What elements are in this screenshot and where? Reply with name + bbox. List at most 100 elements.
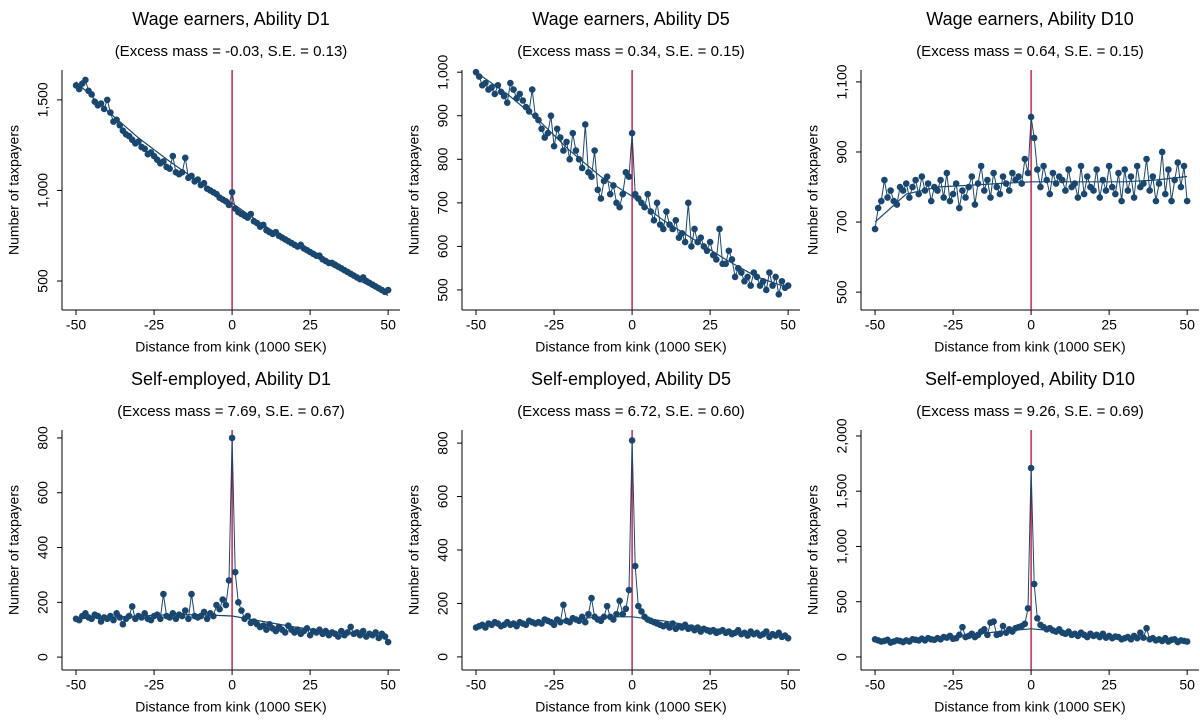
data-point	[1115, 169, 1122, 177]
data-point	[135, 138, 142, 145]
panel-subtitle: (Excess mass = 7.69, S.E. = 0.67)	[117, 403, 345, 420]
data-point	[874, 204, 882, 212]
y-tick-label: 1,000	[35, 173, 51, 208]
data-point	[581, 121, 589, 128]
data-point	[1090, 187, 1097, 194]
data-point	[231, 568, 239, 576]
data-point	[1034, 614, 1041, 622]
data-point	[75, 85, 83, 93]
data-point	[625, 586, 633, 594]
y-tick-label: 700	[834, 210, 850, 234]
data-point	[500, 92, 508, 100]
data-point	[528, 86, 536, 93]
data-point	[1046, 190, 1054, 198]
data-point	[160, 158, 167, 165]
data-point	[228, 188, 236, 196]
data-point	[553, 125, 561, 133]
data-point	[200, 179, 208, 187]
data-point	[169, 152, 177, 160]
data-point	[572, 147, 580, 154]
y-tick-label: 0	[35, 653, 51, 661]
panel-title: Self-employed, Ability D5	[531, 369, 731, 389]
data-point	[924, 180, 932, 187]
data-point	[762, 286, 770, 294]
data-point	[616, 203, 623, 211]
y-tick-label: 1,100	[834, 64, 850, 99]
data-point	[210, 612, 217, 620]
data-point	[585, 610, 592, 618]
data-point	[778, 277, 786, 285]
x-tick-label: 50	[1179, 317, 1195, 333]
data-point	[1080, 190, 1088, 198]
x-axis-label: Distance from kink (1000 SEK)	[934, 699, 1125, 715]
fit-line	[475, 616, 789, 637]
data-point	[488, 84, 495, 91]
data-point	[628, 129, 636, 137]
data-point	[681, 238, 689, 246]
x-tick-label: 25	[1101, 677, 1117, 693]
data-point	[684, 199, 692, 207]
data-point	[119, 620, 127, 628]
data-point	[871, 225, 879, 233]
x-axis-label: Distance from kink (1000 SEK)	[934, 339, 1125, 355]
data-point	[1121, 166, 1129, 173]
data-point	[1158, 148, 1166, 156]
data-point	[899, 187, 907, 194]
data-point	[606, 190, 614, 198]
x-tick-label: 0	[628, 317, 636, 333]
data-point	[635, 602, 642, 610]
y-tick-label: 800	[35, 426, 51, 450]
y-tick-label: 900	[834, 140, 850, 164]
data-point	[628, 437, 636, 444]
data-point	[962, 194, 969, 201]
data-point	[990, 618, 997, 625]
data-point	[902, 180, 910, 187]
data-point	[519, 97, 527, 104]
data-point	[157, 615, 164, 623]
data-point	[660, 225, 667, 233]
data-point	[1127, 173, 1135, 180]
y-tick-label: 800	[435, 147, 451, 171]
data-point	[1174, 159, 1182, 166]
data-point	[1021, 620, 1029, 628]
data-point	[946, 197, 954, 205]
data-point	[550, 621, 558, 629]
fit-line	[75, 614, 389, 638]
y-tick-label: 500	[834, 590, 850, 614]
data-point	[550, 142, 558, 150]
data-point	[641, 203, 648, 211]
data-point	[1165, 166, 1172, 173]
y-axis-label: Number of taxpayers	[805, 125, 821, 255]
x-tick-label: -50	[66, 677, 86, 693]
x-tick-label: 25	[302, 317, 318, 333]
data-point	[934, 187, 941, 194]
data-point	[560, 601, 567, 609]
x-tick-label: 25	[702, 317, 718, 333]
data-point	[569, 129, 577, 137]
y-tick-label: 1,000	[834, 529, 850, 564]
data-point	[547, 112, 555, 120]
data-point	[510, 86, 517, 93]
x-tick-label: -50	[466, 677, 486, 693]
x-tick-label: -25	[144, 677, 164, 693]
data-point	[1034, 166, 1041, 173]
data-point	[625, 173, 633, 181]
fit-line	[475, 71, 789, 289]
data-point	[1143, 155, 1150, 163]
x-tick-label: 50	[780, 317, 796, 333]
y-tick-label: 1,500	[834, 473, 850, 508]
y-tick-label: 900	[435, 104, 451, 128]
x-tick-label: 25	[702, 677, 718, 693]
data-point	[772, 273, 779, 281]
data-point	[996, 190, 1004, 198]
y-tick-label: 0	[834, 653, 850, 661]
data-point	[1133, 162, 1141, 170]
y-axis-label: Number of taxpayers	[805, 485, 821, 615]
x-tick-label: -50	[66, 317, 86, 333]
data-point	[103, 96, 111, 104]
data-point	[728, 256, 736, 263]
data-point	[971, 201, 979, 208]
data-point	[980, 626, 988, 633]
y-axis-label: Number of taxpayers	[406, 485, 422, 615]
data-point	[990, 169, 997, 177]
